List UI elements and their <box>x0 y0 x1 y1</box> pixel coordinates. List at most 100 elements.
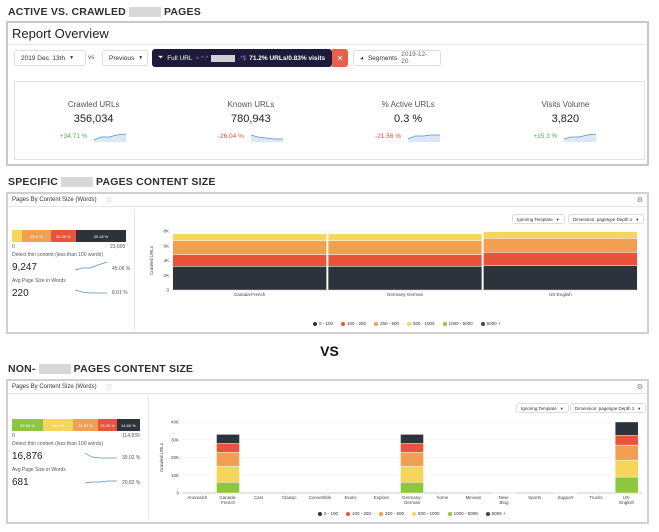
ignoring-template-select[interactable]: Ignoring Template ▼ <box>516 403 569 413</box>
sparkline <box>74 261 108 271</box>
y-tick-label: 2K <box>163 273 169 278</box>
x-tick-label: Exotic <box>345 495 358 500</box>
remove-filter-button[interactable]: ✕ <box>332 49 348 67</box>
bar-segment <box>172 233 327 241</box>
y-tick-label: 8K <box>163 229 169 234</box>
bar-segment: 39.18 % <box>75 230 126 242</box>
segments-select[interactable]: ◕ Segments 2019-12-20 <box>353 50 441 66</box>
gear-icon[interactable]: ⚙ <box>636 384 643 391</box>
select-label: Dimension: pagetype Depth 1 <box>573 216 633 222</box>
bar-segment <box>614 435 639 446</box>
kpi-label: Known URLs <box>227 99 275 109</box>
bar-segment <box>483 265 638 291</box>
legend-swatch <box>341 321 346 326</box>
kpi-visits-volume: Visits Volume 3,820 +15.3 % <box>487 100 644 142</box>
bar-segment: 13.25 % <box>97 419 117 431</box>
x-tick-label: English <box>619 500 634 505</box>
chevron-down-icon: ▼ <box>555 216 560 222</box>
legend-item[interactable]: 1000 - 5000 <box>442 321 473 326</box>
filter-prefix: Full URL <box>167 54 193 62</box>
redaction <box>61 177 94 187</box>
sparkline <box>74 289 107 294</box>
section-title-specific: SPECIFIC PAGES CONTENT SIZE <box>8 176 216 188</box>
section-title-part: SPECIFIC <box>8 176 59 188</box>
info-icon[interactable]: ⓘ <box>106 199 113 205</box>
section-title-non: NON- PAGES CONTENT SIZE <box>8 363 193 375</box>
legend-label: 1000 - 5000 <box>448 321 473 326</box>
legend-item[interactable]: 1000 - 5000 <box>447 511 478 516</box>
legend-item[interactable]: 100 - 250 <box>346 511 371 516</box>
x-tick-label: Canada-French <box>234 292 266 297</box>
legend-item[interactable]: 250 - 500 <box>374 321 399 326</box>
legend-item[interactable]: 500 - 1000 <box>407 321 435 326</box>
legend-item[interactable]: 5000 + <box>485 511 506 516</box>
section-title-part: NON- <box>8 363 36 375</box>
legend-label: 100 - 250 <box>347 321 367 326</box>
bar-segment <box>172 240 327 255</box>
bar-segment <box>327 240 483 255</box>
bar-segment <box>400 451 424 467</box>
filter-stats: 71.2% URLs/0.83% visits <box>249 54 326 62</box>
date-value: 2019 Dec. 13th <box>21 54 66 62</box>
segments-label: Segments <box>367 54 398 62</box>
section-title-active-crawled: ACTIVE VS. CRAWLED PAGES <box>8 6 201 18</box>
legend-item[interactable]: 100 - 250 <box>341 321 366 326</box>
y-axis-label: Crawled URLs <box>149 245 154 275</box>
legend-item[interactable]: 250 - 500 <box>379 511 404 516</box>
thin-content-label: Detect thin content (less than 100 words… <box>12 252 103 258</box>
close-icon: ✕ <box>336 53 344 63</box>
compare-select[interactable]: Previous ▼ <box>102 50 148 66</box>
kpi-delta: +15.3 % <box>533 132 558 140</box>
kpi-value: 780,943 <box>230 112 271 125</box>
ignoring-template-select[interactable]: Ignoring Template ▼ <box>512 214 565 224</box>
bar-segment <box>483 238 638 253</box>
bar-segment <box>327 233 483 241</box>
legend-item[interactable]: 5000 + <box>480 321 501 326</box>
legend-item[interactable]: 500 - 1000 <box>412 511 440 516</box>
x-tick-label: Classic <box>282 495 297 500</box>
avg-size-value: 220 <box>12 288 29 299</box>
bar-segment <box>400 434 424 444</box>
bar-min: 0 <box>12 433 15 439</box>
dimension-select[interactable]: Dimension: pagetype Depth 1 ▼ <box>568 214 645 224</box>
bar-segment <box>614 476 639 494</box>
sparkline <box>564 133 597 142</box>
x-tick-label: Support <box>557 495 574 500</box>
x-tick-label: New- <box>499 495 510 500</box>
kpi-value: 356,034 <box>73 112 114 125</box>
divider <box>134 210 135 330</box>
section-title-part: ACTIVE VS. CRAWLED <box>8 6 126 18</box>
stacked-bar-chart-1: Crawled URLs 0 2K 4K 6K 8K Canada-French German… <box>149 229 638 297</box>
date-select[interactable]: 2019 Dec. 13th ▼ <box>14 50 86 66</box>
chevron-down-icon: ▼ <box>138 55 144 61</box>
url-filter[interactable]: ⏷ Full URL ≈ ^.* .*$ 71.2% URLs/0.83% vi… <box>152 49 332 67</box>
legend-swatch <box>346 511 351 516</box>
bar-segment <box>400 466 424 483</box>
legend-item[interactable]: 0 - 100 <box>318 511 338 516</box>
legend-label: 250 - 500 <box>380 321 400 326</box>
chevron-down-icon: ▼ <box>637 405 642 411</box>
avg-size-value: 681 <box>12 477 29 488</box>
x-tick-label: Convertible <box>309 495 332 500</box>
bar-segment <box>172 254 327 267</box>
kpi-card: Crawled URLs 356,034 +34.71 % Known URLs 780… <box>14 81 645 160</box>
info-icon[interactable]: ⓘ <box>106 386 113 392</box>
y-tick-label: 6K <box>163 243 169 248</box>
bar-segment <box>216 443 240 453</box>
legend-item[interactable]: 0 - 100 <box>313 321 333 326</box>
sparkline <box>250 134 283 142</box>
chevron-down-icon: ▼ <box>635 216 640 222</box>
vs-label: vs <box>88 54 95 61</box>
y-tick-label: 30K <box>171 437 179 442</box>
compare-value: Previous <box>109 54 135 62</box>
bar-segment: 14.69 % <box>116 419 140 431</box>
x-tick-label: French <box>221 500 236 505</box>
gear-icon[interactable]: ⚙ <box>636 197 643 204</box>
x-tick-label: Germany-German <box>387 292 424 297</box>
legend-swatch <box>485 511 490 516</box>
bar-segment <box>400 443 424 453</box>
kpi-delta-row: -21.56 % <box>330 131 487 142</box>
dimension-select[interactable]: Dimension: pagetype Depth 1 ▼ <box>570 403 647 413</box>
select-label: Ignoring Template <box>521 405 557 411</box>
panel-header: Pages By Content Size (Words) <box>12 197 97 203</box>
